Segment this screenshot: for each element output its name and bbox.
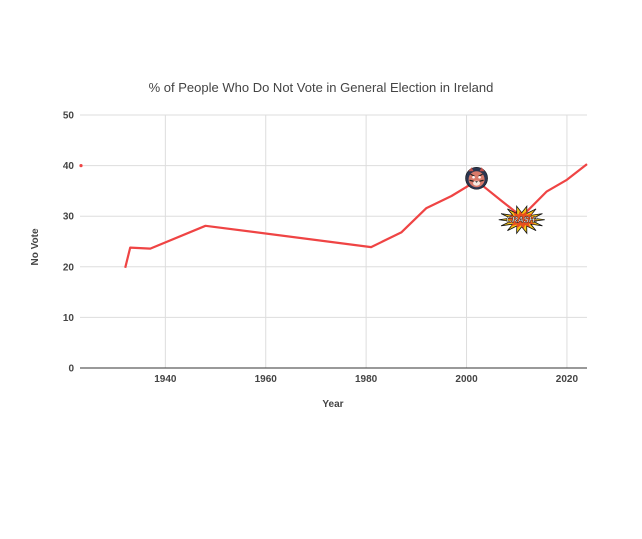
- y-tick-label: 50: [63, 111, 75, 122]
- x-axis-label: Year: [322, 399, 343, 410]
- series-line: [124, 163, 588, 269]
- y-tick-label: 0: [68, 364, 74, 375]
- crash-burst-icon: CRASH!: [498, 204, 545, 235]
- y-tick-label: 30: [63, 212, 75, 223]
- y-axis-label: No Vote: [30, 228, 41, 265]
- x-tick-label: 1960: [255, 374, 278, 385]
- y-tick-label: 40: [63, 161, 75, 172]
- chart-title: % of People Who Do Not Vote in General E…: [149, 80, 494, 95]
- y-tick-label: 10: [63, 313, 75, 324]
- annotations: CRASH!: [465, 166, 545, 235]
- x-tick-label: 1940: [154, 374, 177, 385]
- x-axis-ticks: 1940 1960 1980 2000 2020: [154, 374, 578, 385]
- tiger-face-icon: [465, 166, 488, 190]
- crash-text: CRASH!: [506, 216, 537, 225]
- y-axis-ticks: 0 10 20 30 40 50: [63, 111, 75, 375]
- y-tick-label: 20: [63, 262, 75, 273]
- series-group: [79, 163, 588, 269]
- data-point: [79, 164, 83, 168]
- x-tick-label: 2000: [455, 374, 478, 385]
- x-tick-label: 2020: [556, 374, 579, 385]
- x-tick-label: 1980: [355, 374, 378, 385]
